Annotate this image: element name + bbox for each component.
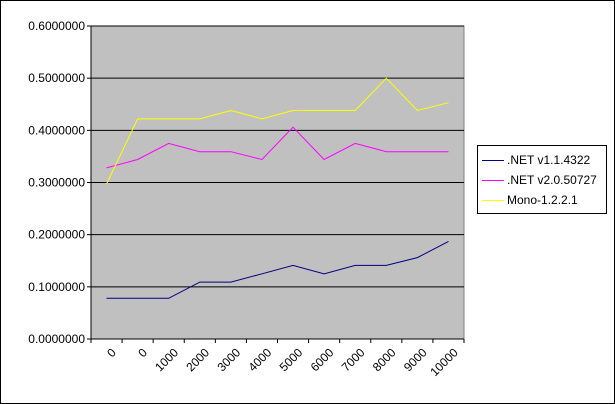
legend-entry: .NET v1.1.4322 <box>482 150 602 170</box>
legend-swatch <box>482 179 504 181</box>
x-tick-label: 8000 <box>370 345 399 374</box>
x-tick-label: 4000 <box>246 345 275 374</box>
series-line-1 <box>106 240 449 299</box>
legend-label: .NET v1.1.4322 <box>507 153 591 167</box>
legend-entry: Mono-1.2.2.1 <box>482 190 602 210</box>
legend: .NET v1.1.4322 .NET v2.0.50727 Mono-1.2.2.… <box>477 145 607 214</box>
x-tick-label: 10000 <box>427 345 461 379</box>
y-tick-label: 0.1000000 <box>28 280 85 294</box>
y-tick-label: 0.4000000 <box>28 123 85 137</box>
x-tick-label: 9000 <box>401 345 430 374</box>
legend-label: Mono-1.2.2.1 <box>507 193 578 207</box>
x-tick-label: 3000 <box>214 345 243 374</box>
y-tick-labels: 0.0000000 0.1000000 0.2000000 0.3000000 0.40… <box>28 19 85 346</box>
x-tick-label: 1000 <box>152 345 181 374</box>
x-tick-label: 0 <box>135 345 150 360</box>
y-tick-label: 0.6000000 <box>28 19 85 33</box>
x-tick-label: 6000 <box>308 345 337 374</box>
x-tick-labels: 0 0 1000 2000 3000 4000 5000 6000 7000 8000 900010… <box>104 345 461 379</box>
legend-label: .NET v2.0.50727 <box>507 173 597 187</box>
legend-swatch <box>482 159 504 161</box>
legend-swatch <box>482 199 504 201</box>
legend-entry: .NET v2.0.50727 <box>482 170 602 190</box>
y-tick-label: 0.0000000 <box>28 332 85 346</box>
series-lines <box>106 77 449 299</box>
y-tick-label: 0.3000000 <box>28 176 85 190</box>
series-line-3 <box>106 77 449 185</box>
x-tick-label: 7000 <box>339 345 368 374</box>
y-tick-label: 0.2000000 <box>28 228 85 242</box>
y-tick-label: 0.5000000 <box>28 71 85 85</box>
axes <box>90 26 465 343</box>
gridlines <box>87 25 464 340</box>
x-tick-label: 0 <box>104 345 119 360</box>
x-tick-label: 5000 <box>277 345 306 374</box>
x-tick-label: 2000 <box>183 345 212 374</box>
series-line-2 <box>106 126 449 169</box>
